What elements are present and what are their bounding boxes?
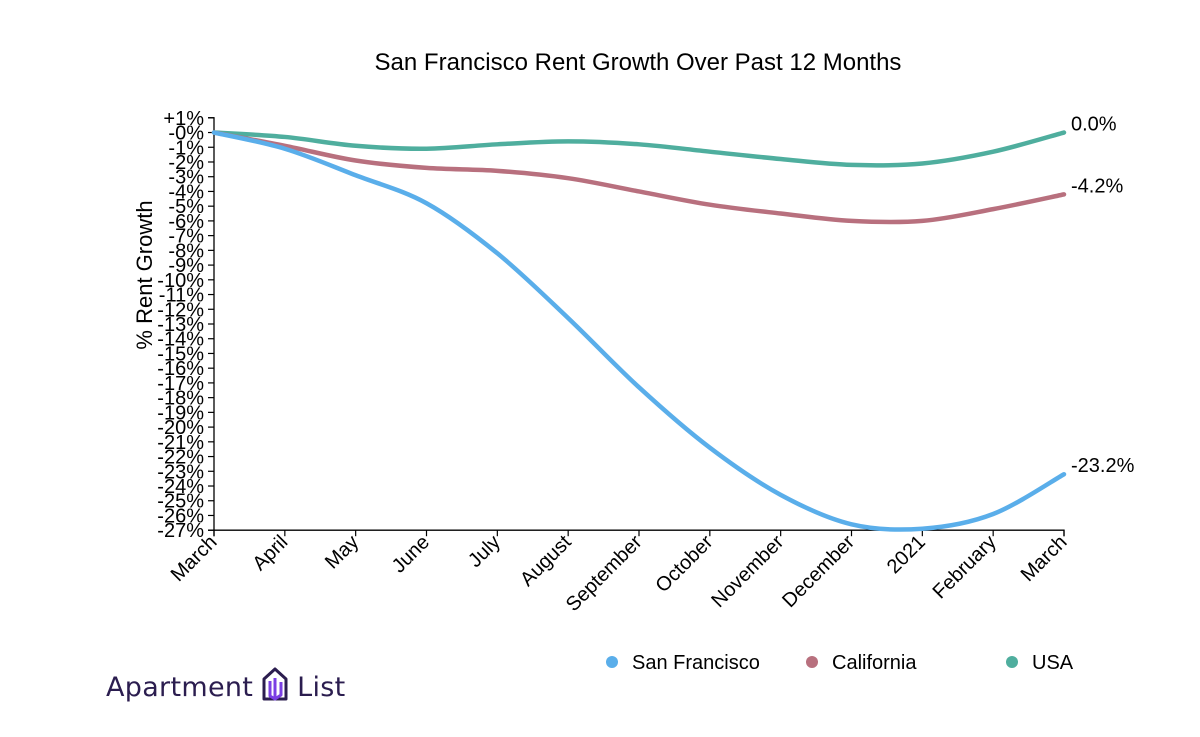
x-axis-line [213, 529, 1065, 537]
y-tick-label: -10% [157, 270, 204, 292]
y-tick-label: -21% [157, 432, 204, 454]
y-axis: +1%-0%-1%-2%-3%-4%-5%-6%-7%-8%-9%-10%-11… [157, 108, 214, 542]
y-tick-label: -12% [157, 299, 204, 321]
y-tick-label: -27% [157, 520, 204, 542]
series-line-usa [211, 130, 1067, 168]
x-tick-label: December [778, 531, 859, 612]
x-tick-label: October [651, 531, 717, 597]
y-tick-label: -24% [157, 476, 204, 498]
end-label-usa: 0.0% [1071, 114, 1117, 136]
y-tick-label: -11% [159, 285, 204, 307]
legend-label: California [832, 652, 917, 674]
x-tick-label: June [388, 531, 434, 577]
y-tick-label: -6% [168, 211, 204, 233]
building-logo-icon [261, 666, 289, 709]
end-label-san-francisco: -23.2% [1071, 455, 1135, 477]
series-line-california [211, 130, 1067, 225]
y-tick-label: -18% [157, 388, 204, 410]
legend-swatch [1006, 656, 1018, 668]
y-tick-label: -15% [157, 343, 204, 365]
end-labels: 0.0% -4.2% -23.2% [1071, 114, 1135, 478]
y-tick-label: -7% [168, 226, 204, 248]
y-tick-label: -4% [168, 181, 204, 203]
y-tick-label: -25% [157, 491, 204, 513]
x-tick-label: February [929, 531, 1001, 603]
x-tick-label: March [1017, 531, 1072, 586]
x-tick-label: May [321, 531, 363, 573]
y-tick-label: -8% [168, 240, 204, 262]
x-tick-label: August [516, 531, 576, 591]
apartment-list-logo: Apartment List [106, 666, 346, 709]
y-tick-label: -9% [168, 255, 204, 277]
y-tick-label: -26% [157, 505, 204, 527]
y-tick-label: -14% [157, 329, 204, 351]
series-line-san-francisco [211, 130, 1067, 532]
x-tick-label: July [464, 531, 505, 572]
y-tick-label: -1% [168, 137, 204, 159]
logo-word-list: List [297, 672, 346, 703]
logo-word-apartment: Apartment [106, 672, 254, 703]
y-tick-label: -2% [168, 152, 204, 174]
y-tick-label: +1% [163, 108, 204, 130]
chart-title: San Francisco Rent Growth Over Past 12 M… [375, 49, 902, 76]
y-tick-label: -3% [168, 167, 204, 189]
y-tick-label: -16% [157, 358, 204, 380]
y-axis-label: % Rent Growth [132, 200, 157, 349]
legend-swatch [806, 656, 818, 668]
y-tick-label: -22% [157, 447, 204, 469]
x-tick-label: April [249, 531, 293, 575]
series-lines [211, 130, 1067, 532]
x-tick-label: November [707, 531, 788, 612]
y-tick-label: -13% [157, 314, 204, 336]
legend: San Francisco California USA [606, 652, 1074, 674]
legend-swatch [606, 656, 618, 668]
y-tick-label: -17% [157, 373, 204, 395]
x-tick-label: 2021 [883, 531, 930, 578]
x-tick-label: September [562, 531, 647, 616]
y-tick-label: -23% [157, 461, 204, 483]
end-label-california: -4.2% [1071, 175, 1123, 197]
y-tick-label: -19% [157, 402, 204, 424]
y-tick-label: -20% [157, 417, 204, 439]
y-tick-label: -5% [168, 196, 204, 218]
legend-label: San Francisco [632, 652, 760, 674]
y-axis-line [208, 117, 215, 531]
y-tick-label: -0% [168, 123, 204, 145]
legend-label: USA [1032, 652, 1074, 674]
